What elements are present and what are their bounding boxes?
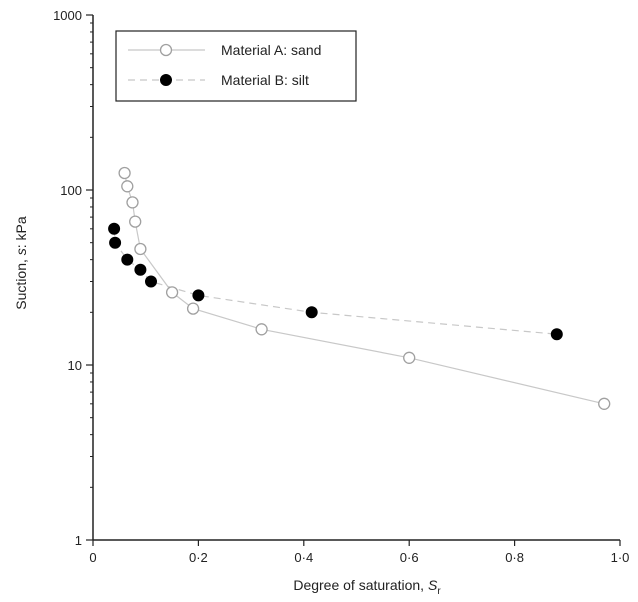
data-point <box>129 215 142 228</box>
y-tick-label: 1000 <box>53 8 82 23</box>
data-point <box>255 323 268 336</box>
data-point <box>305 306 318 319</box>
data-point <box>145 275 157 288</box>
data-point <box>186 302 200 315</box>
data-point <box>121 180 134 193</box>
series-markers <box>108 166 611 410</box>
legend-box <box>115 30 357 102</box>
legend: Material A: sand Material B: silt <box>115 30 357 102</box>
y-tick-label: 10 <box>68 358 82 373</box>
data-point <box>121 253 134 266</box>
series-line-1 <box>113 228 557 335</box>
x-axis-title: Degree of saturation, Sr <box>293 577 441 597</box>
data-point <box>126 196 139 209</box>
legend-marker <box>160 74 172 86</box>
data-point <box>108 222 121 235</box>
data-point <box>109 236 122 249</box>
data-point <box>192 289 205 302</box>
data-point <box>165 286 179 299</box>
data-point <box>118 166 131 180</box>
y-tick-label: 1 <box>75 533 82 548</box>
legend-marker <box>159 43 173 57</box>
legend-label: Material B: silt <box>221 72 309 88</box>
legend-label: Material A: sand <box>221 42 321 58</box>
series-line-0 <box>124 172 605 405</box>
data-point <box>550 328 563 341</box>
data-point <box>134 242 147 256</box>
x-tick-label: 0·6 <box>400 550 419 565</box>
x-tick-label: 0·2 <box>189 550 208 565</box>
x-tick-label: 1·0 <box>611 550 630 565</box>
axes: 0 0·2 0·4 0·6 0·8 1·0 1 10 100 1000 <box>53 8 629 565</box>
x-tick-label: 0 <box>89 550 96 565</box>
y-axis-title: Suction, s: kPa <box>13 216 29 310</box>
x-tick-label: 0·8 <box>505 550 524 565</box>
data-point <box>134 263 147 276</box>
data-point <box>598 397 611 410</box>
data-point <box>403 351 416 364</box>
series-lines <box>113 172 605 405</box>
x-tick-label: 0·4 <box>294 550 313 565</box>
y-tick-label: 100 <box>60 183 82 198</box>
